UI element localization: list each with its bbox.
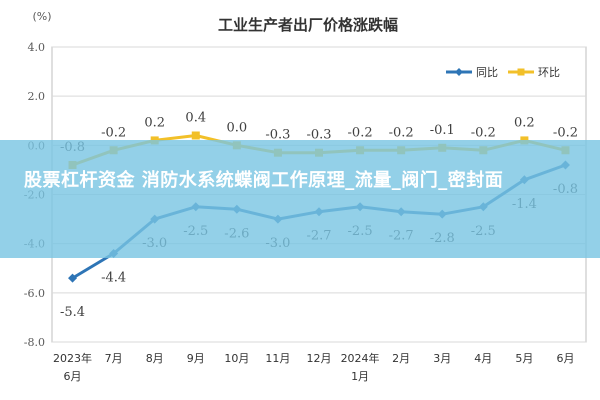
data-label-yoy: -5.4 (60, 305, 85, 320)
data-label-mom: -0.2 (553, 125, 578, 140)
y-tick-label: 4.0 (28, 41, 46, 54)
x-tick-label: 8月 (146, 352, 164, 365)
data-label-mom: 0.4 (185, 111, 206, 126)
data-point-mom (191, 131, 200, 140)
data-label-mom: -0.2 (471, 125, 496, 140)
x-tick-label: 2月 (392, 352, 410, 365)
data-label-mom: -0.2 (348, 125, 373, 140)
legend-label-yoy: 同比 (476, 66, 498, 79)
data-label-mom: -0.1 (430, 123, 455, 138)
x-tick-label: 4月 (474, 352, 492, 365)
data-label-mom: 0.2 (144, 115, 165, 130)
x-tick-label: 2023年 (53, 351, 92, 365)
data-label-mom: -0.2 (389, 125, 414, 140)
x-tick-label: 2024年 (341, 351, 380, 365)
x-tick-label: 10月 (224, 352, 249, 365)
y-tick-label: -6.0 (24, 287, 45, 300)
x-tick-label-line2: 1月 (351, 370, 369, 383)
overlay-caption[interactable]: 股票杠杆资金 消防水系统蝶阀工作原理_流量_阀门_密封面 (24, 170, 504, 191)
x-tick-label: 11月 (265, 352, 290, 365)
legend-marker-yoy (455, 68, 463, 76)
y-tick-label: -8.0 (24, 336, 45, 349)
legend-label-mom: 环比 (538, 66, 560, 79)
x-tick-label: 6月 (556, 352, 574, 365)
x-tick-label: 5月 (515, 352, 533, 365)
x-tick-label: 12月 (307, 352, 332, 365)
x-tick-label: 3月 (433, 352, 451, 365)
data-label-mom: -0.3 (306, 128, 331, 143)
data-label-mom: 0.0 (227, 120, 248, 135)
x-tick-label: 9月 (187, 352, 205, 365)
y-axis-label: (%) (32, 10, 51, 23)
x-tick-label: 7月 (105, 352, 123, 365)
data-label-mom: -0.2 (101, 125, 126, 140)
x-tick-label-line2: 6月 (64, 370, 82, 383)
data-label-mom: 0.2 (514, 115, 535, 130)
legend-marker-mom (517, 68, 525, 76)
data-point-yoy (68, 273, 78, 283)
chart-title: 工业生产者出厂价格涨跌幅 (218, 16, 398, 34)
data-label-mom: -0.3 (265, 128, 290, 143)
data-label-yoy: -4.4 (101, 271, 126, 286)
y-tick-label: 2.0 (28, 90, 46, 103)
overlay-banner[interactable]: 股票杠杆资金 消防水系统蝶阀工作原理_流量_阀门_密封面 (0, 140, 600, 258)
